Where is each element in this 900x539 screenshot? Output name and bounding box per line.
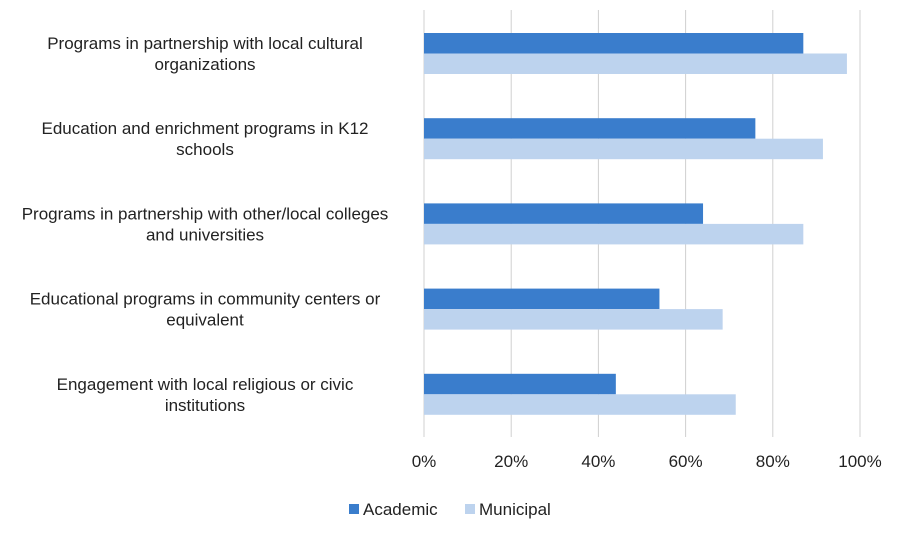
legend: Academic Municipal [349,500,551,519]
legend-label-municipal: Municipal [479,500,551,519]
legend-swatch-academic [349,504,359,514]
bar-academic [424,33,804,54]
x-tick-label: 60% [669,452,703,471]
bars [424,33,847,415]
bar-municipal [424,394,736,415]
x-tick-label: 0% [412,452,437,471]
bar-academic [424,118,756,139]
bar-municipal [424,138,823,160]
legend-swatch-municipal [465,504,475,514]
x-tick-label: 100% [838,452,881,471]
x-tick-label: 20% [494,452,528,471]
category-label: Programs in partnership with local cultu… [47,34,363,74]
bar-municipal [424,53,847,74]
bar-academic [424,288,660,310]
bar-municipal [424,309,723,330]
category-labels: Programs in partnership with local cultu… [22,34,389,415]
bar-academic [424,373,616,395]
bar-academic [424,203,704,224]
x-tick-label: 40% [581,452,615,471]
category-label: Engagement with local religious or civic… [57,375,354,415]
category-label: Programs in partnership with other/local… [22,204,389,244]
x-tick-label: 80% [756,452,790,471]
x-axis-ticks: 0% 20% 40% 60% 80% 100% [412,452,882,471]
legend-label-academic: Academic [363,500,438,519]
category-label: Educational programs in community center… [30,290,381,330]
bar-municipal [424,223,804,245]
category-label: Education and enrichment programs in K12… [42,119,369,159]
